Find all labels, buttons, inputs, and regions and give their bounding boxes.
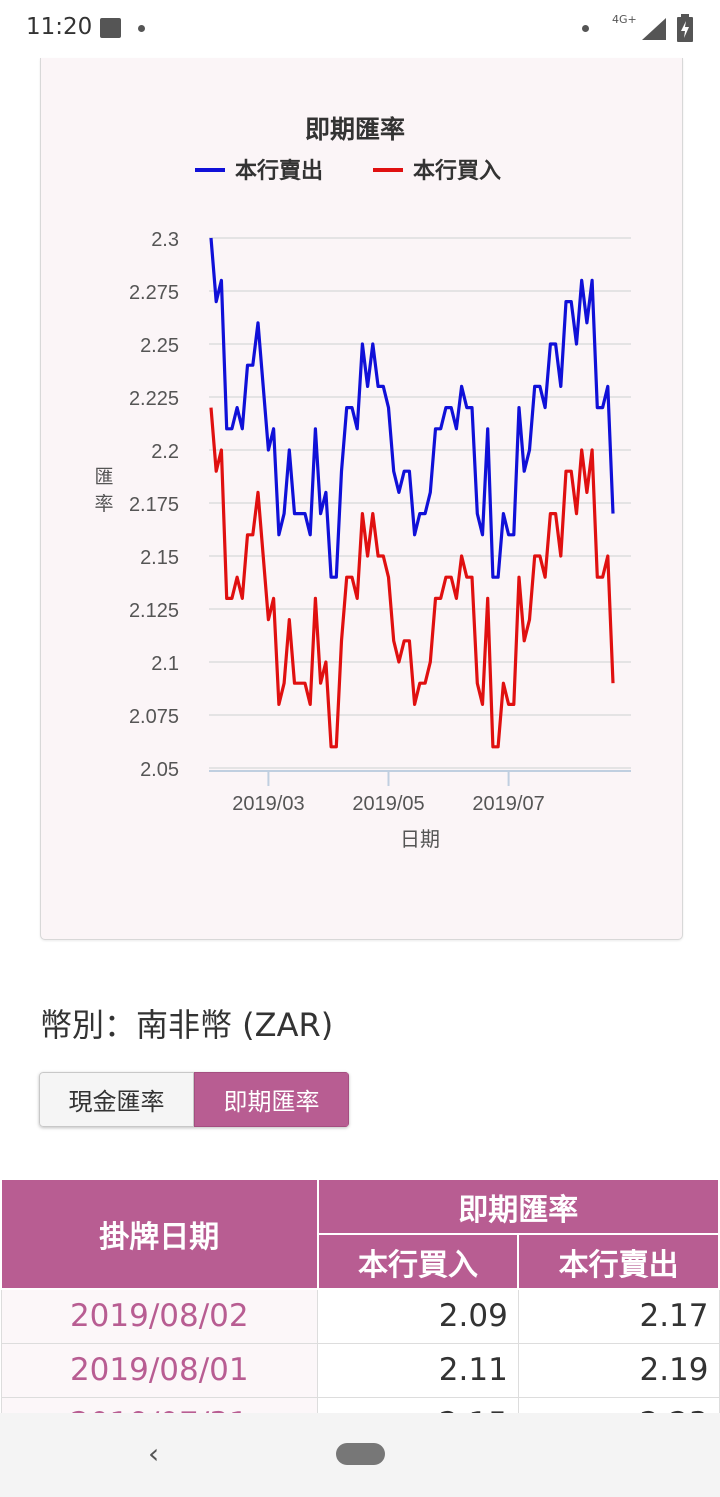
row-buy-value: 2.11	[317, 1342, 519, 1398]
x-axis-label: 日期	[400, 829, 440, 851]
y-axis-label: 匯	[94, 467, 113, 488]
y-tick-label: 2.225	[129, 388, 179, 410]
network-type: 4G+	[612, 13, 637, 26]
y-tick-label: 2.175	[129, 494, 179, 516]
table-row: 2019/08/02 2.09 2.17	[0, 1288, 720, 1344]
home-pill-icon[interactable]	[336, 1443, 385, 1465]
header-date: 掛牌日期	[0, 1178, 319, 1290]
notification-dot-icon	[582, 25, 589, 32]
header-buy: 本行買入	[316, 1233, 520, 1290]
series-line	[209, 237, 615, 579]
chart-title: 即期匯率	[305, 115, 405, 144]
cash-rate-button[interactable]: 現金匯率	[39, 1072, 194, 1127]
y-tick-label: 2.2	[151, 441, 179, 463]
legend-label: 本行買入	[413, 158, 501, 183]
spot-rate-button[interactable]: 即期匯率	[194, 1072, 349, 1127]
y-tick-label: 2.1	[151, 653, 179, 675]
status-bar: 11:20 4G+	[0, 0, 720, 58]
y-tick-label: 2.075	[129, 706, 179, 728]
header-sell: 本行賣出	[517, 1233, 720, 1290]
chart-card: 即期匯率本行賣出 本行買入 2.3 2.275 2.25 2.225 2.2 2.175 2.1…	[40, 58, 683, 940]
y-tick-label: 2.15	[140, 547, 179, 569]
x-tick-label: 2019/03	[232, 793, 304, 815]
y-axis-label: 率	[94, 493, 113, 515]
image-notification-icon	[100, 18, 121, 38]
row-date-link[interactable]: 2019/08/02	[0, 1288, 319, 1344]
y-tick-label: 2.125	[129, 600, 179, 622]
x-tick-label: 2019/07	[472, 793, 544, 815]
header-spot-rate: 即期匯率	[316, 1178, 720, 1235]
y-tick-label: 2.05	[140, 759, 179, 781]
row-buy-value: 2.09	[317, 1288, 519, 1344]
battery-charging-icon	[677, 14, 693, 42]
chevron-left-icon[interactable]: ‹	[148, 1437, 160, 1470]
y-tick-label: 2.275	[129, 282, 179, 304]
x-tick-label: 2019/05	[352, 793, 424, 815]
currency-label: 幣別：南非幣 (ZAR)	[40, 1006, 334, 1044]
signal-icon	[642, 18, 666, 40]
y-tick-label: 2.25	[140, 335, 179, 357]
row-sell-value: 2.19	[517, 1342, 720, 1398]
notification-dot-icon	[138, 25, 145, 32]
status-time: 11:20	[26, 14, 93, 40]
rate-type-toggle: 現金匯率 即期匯率	[39, 1072, 349, 1127]
series-line	[209, 407, 615, 749]
row-date-link[interactable]: 2019/08/01	[0, 1342, 319, 1398]
y-tick-label: 2.3	[151, 229, 179, 251]
row-sell-value: 2.17	[517, 1288, 720, 1344]
rate-table: 掛牌日期 即期匯率 本行買入 本行賣出 2019/08/02 2.09 2.17…	[0, 1178, 720, 1452]
legend-label: 本行賣出	[235, 158, 323, 183]
table-row: 2019/08/01 2.11 2.19	[0, 1342, 720, 1398]
